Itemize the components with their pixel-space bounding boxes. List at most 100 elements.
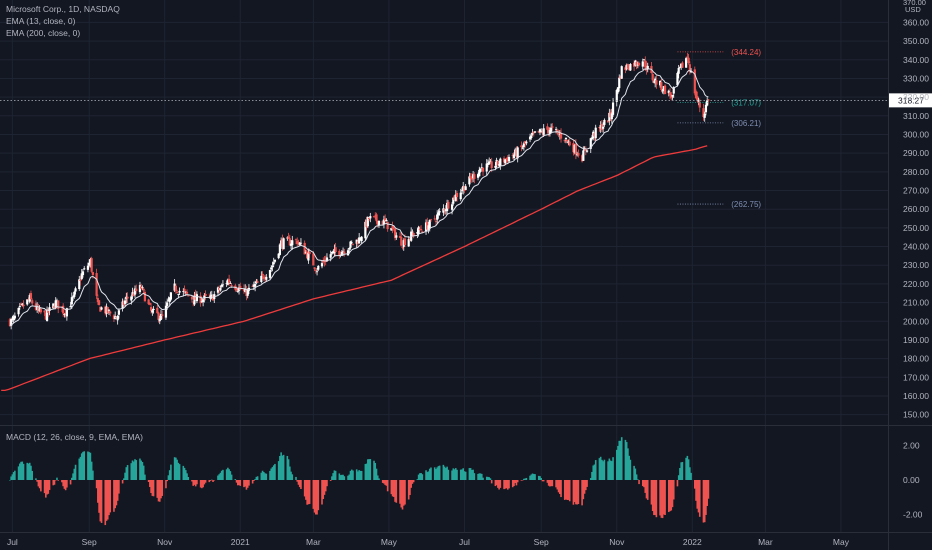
macd-bar xyxy=(438,465,441,480)
last-price-line: 318.27 xyxy=(0,93,932,108)
price-tick-label: 340.00 xyxy=(903,55,929,65)
macd-bar xyxy=(74,464,77,480)
macd-bar xyxy=(47,480,50,494)
candle-body xyxy=(486,163,490,165)
macd-bar xyxy=(592,465,595,480)
candle-body xyxy=(472,174,475,179)
candle-body xyxy=(117,310,120,315)
macd-bar xyxy=(400,480,403,508)
candle-body xyxy=(246,289,249,296)
candle-body xyxy=(167,300,170,302)
candle-body xyxy=(660,82,663,90)
macd-bar xyxy=(672,480,675,500)
macd-bar xyxy=(53,480,56,485)
candle-body xyxy=(504,159,507,164)
macd-bar xyxy=(272,465,275,480)
candle-body xyxy=(151,310,154,313)
macd-bar xyxy=(381,480,384,483)
candle-body xyxy=(226,279,229,285)
candle-body xyxy=(447,201,450,209)
candle-body xyxy=(577,153,580,156)
candle-body xyxy=(680,63,683,68)
macd-bar xyxy=(90,461,93,480)
macd-bar xyxy=(271,467,274,480)
macd-bar xyxy=(303,480,306,497)
macd-bar xyxy=(681,461,684,480)
candle-body xyxy=(470,177,473,180)
candle-body xyxy=(576,154,579,156)
macd-bar xyxy=(333,470,336,480)
candle-body xyxy=(109,311,112,314)
candle-body xyxy=(255,281,258,284)
macd-bar xyxy=(213,480,216,481)
candle-body xyxy=(645,65,648,71)
macd-bar xyxy=(256,476,259,480)
macd-bar xyxy=(641,480,644,487)
candle-body xyxy=(429,219,433,221)
candle-body xyxy=(421,231,424,233)
macd-bar xyxy=(17,466,20,480)
candle-body xyxy=(314,270,317,271)
macd-bar xyxy=(175,457,177,480)
candle-body xyxy=(78,279,81,290)
candle-body xyxy=(52,303,55,309)
macd-bar xyxy=(485,476,488,480)
macd-bar xyxy=(83,451,86,480)
macd-bar xyxy=(126,465,129,480)
price-tick-label-partial: 370.00 xyxy=(903,0,926,7)
macd-bar xyxy=(184,470,187,480)
candle-body xyxy=(685,58,688,68)
candle-body xyxy=(218,287,221,290)
macd-bar xyxy=(461,469,463,480)
macd-bar xyxy=(265,473,268,480)
candle-body xyxy=(156,307,159,314)
macd-bar xyxy=(629,459,632,480)
macd-bar xyxy=(28,462,31,480)
candle-body xyxy=(437,212,440,216)
macd-bar xyxy=(324,480,327,492)
candle-body xyxy=(494,165,497,168)
macd-bar xyxy=(489,478,492,480)
macd-bar xyxy=(98,480,100,513)
macd-bar xyxy=(417,474,420,480)
candle-body xyxy=(698,101,701,108)
candle-body xyxy=(304,252,308,253)
macd-bar xyxy=(323,480,326,495)
macd-bar xyxy=(152,480,155,497)
candle-body xyxy=(670,94,673,98)
macd-bar xyxy=(334,470,337,480)
macd-bar xyxy=(251,480,254,484)
macd-bar xyxy=(565,480,567,500)
candle-body xyxy=(149,306,153,311)
macd-bar xyxy=(488,477,491,480)
candle-body xyxy=(644,60,647,68)
candle-body xyxy=(131,292,134,296)
candle-body xyxy=(91,272,94,275)
macd-bar xyxy=(116,480,119,501)
candle-body xyxy=(464,186,467,190)
macd-bar xyxy=(89,452,92,480)
macd-bar xyxy=(82,451,84,480)
candle-body xyxy=(557,132,560,135)
macd-bar xyxy=(628,455,630,480)
macd-bar xyxy=(677,475,680,480)
macd-bar xyxy=(702,480,705,523)
candle-body xyxy=(633,62,636,67)
candle-body xyxy=(427,225,430,231)
candle-body xyxy=(459,192,462,200)
candle-body xyxy=(515,149,518,157)
macd-tick-label: 2.00 xyxy=(903,440,920,450)
macd-bar xyxy=(589,478,592,480)
price-tick-label: 290.00 xyxy=(903,148,929,158)
macd-bar xyxy=(11,474,14,480)
macd-bar xyxy=(125,467,128,480)
candle-body xyxy=(485,163,488,172)
macd-bar xyxy=(212,480,214,482)
candle-body xyxy=(511,155,514,156)
macd-bar xyxy=(104,480,107,526)
macd-bar xyxy=(386,480,389,492)
candle-body xyxy=(313,267,316,269)
price-tick-label: 220.00 xyxy=(903,279,929,289)
